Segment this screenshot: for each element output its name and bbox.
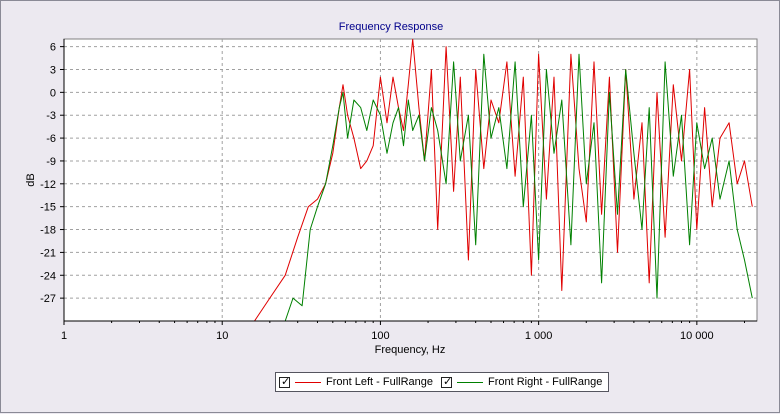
legend-checkbox-front-left[interactable]: ✓ [279, 374, 291, 388]
x-tick-label: 10 [216, 330, 228, 342]
y-tick-label: -9 [46, 156, 56, 168]
y-tick-label: -6 [46, 133, 56, 145]
x-axis-label: Frequency, Hz [375, 344, 446, 356]
y-tick-label: -15 [40, 202, 56, 214]
legend-swatch-front-right [457, 381, 483, 383]
checkmark-icon: ✓ [443, 374, 453, 388]
x-tick-label: 1 [61, 330, 67, 342]
legend-checkbox-front-right[interactable]: ✓ [441, 374, 453, 388]
legend-item-front-right[interactable]: ✓ Front Right - FullRange [441, 374, 603, 388]
x-tick-label: 1 000 [525, 330, 553, 342]
series-line-front-right [284, 53, 753, 321]
legend-label-front-left: Front Left - FullRange [326, 376, 433, 388]
y-tick-label: 0 [50, 87, 56, 99]
y-tick-label: 6 [50, 42, 56, 54]
y-tick-label: -18 [40, 225, 56, 237]
plot-area [63, 38, 758, 322]
chart-title: Frequency Response [339, 21, 444, 33]
grid-lines [64, 39, 757, 321]
legend-label-front-right: Front Right - FullRange [488, 376, 603, 388]
y-tick-label: -21 [40, 247, 56, 259]
y-tick-label: -12 [40, 179, 56, 191]
series-layer [254, 39, 753, 321]
x-tick-label: 10 000 [680, 330, 714, 342]
legend-item-front-left[interactable]: ✓ Front Left - FullRange [279, 374, 433, 388]
axes: 1 10 100 1 000 10 000 6 3 0 -3 -6 -9 -12 -15 -18 -21 -2… [40, 39, 757, 342]
y-tick-label: -3 [46, 110, 56, 122]
series-line-front-left [254, 39, 753, 321]
legend-swatch-front-left [295, 381, 321, 383]
y-tick-label: 3 [50, 64, 56, 76]
checkmark-icon: ✓ [281, 374, 291, 388]
y-tick-label: -27 [40, 293, 56, 305]
y-axis-label: dB [25, 173, 37, 186]
x-tick-label: 100 [371, 330, 389, 342]
legend: ✓ Front Left - FullRange ✓ Front Right -… [275, 372, 610, 392]
y-tick-label: -24 [40, 270, 56, 282]
